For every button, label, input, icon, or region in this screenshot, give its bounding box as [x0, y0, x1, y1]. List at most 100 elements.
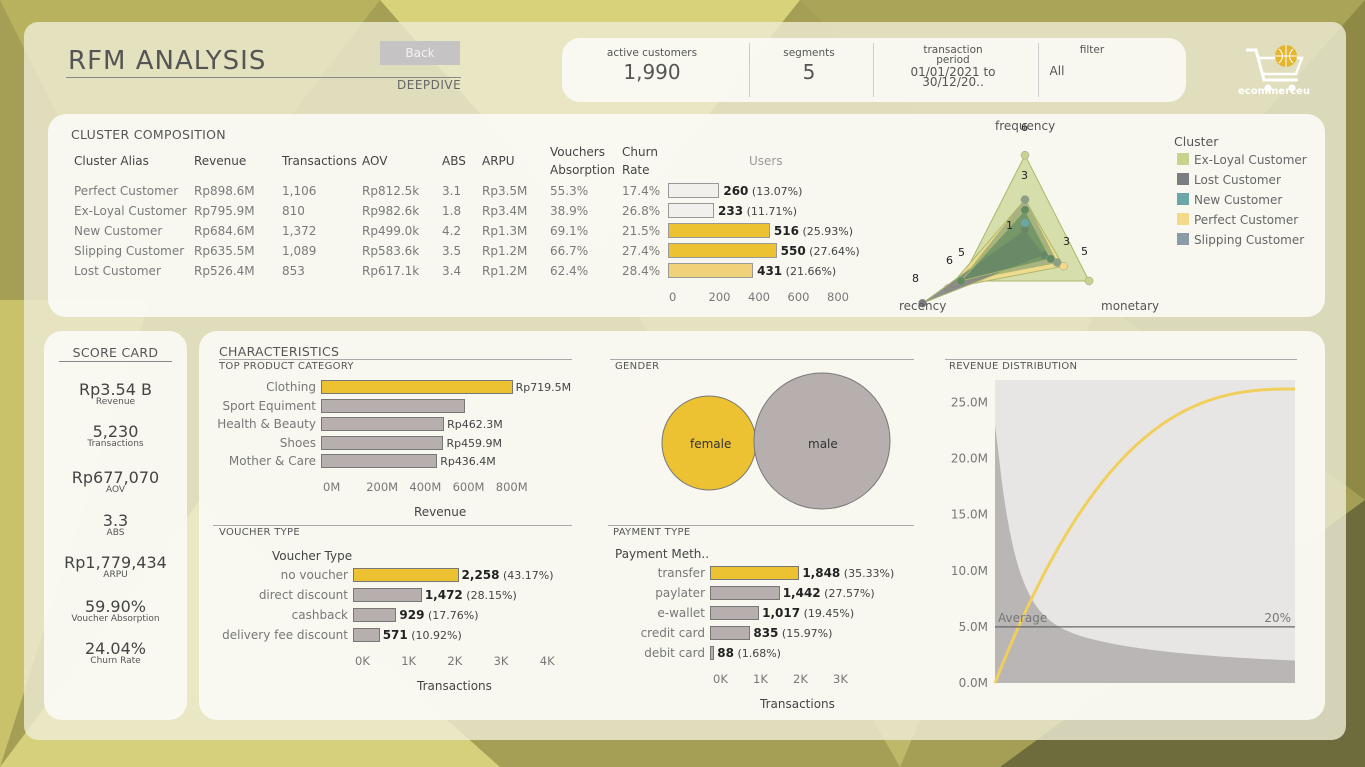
cell-transactions: 810: [282, 204, 305, 218]
legend-swatch: [1177, 173, 1189, 185]
cell-alias: Slipping Customer: [74, 244, 185, 258]
users-bar-label: 233 (11.71%): [718, 204, 797, 218]
bar-value: Rp462.3M: [447, 418, 503, 431]
cell-arpu: Rp3.5M: [482, 184, 528, 198]
kpi-divider: [749, 43, 750, 97]
filter-value[interactable]: All: [1049, 64, 1065, 78]
radar-new-point: [1021, 219, 1029, 227]
scorecard-label: Churn Rate: [90, 656, 141, 666]
category-label: Shoes: [279, 435, 316, 450]
period-value: 01/01/2021 to 30/12/20..: [910, 65, 996, 89]
period-label-line1: transaction: [923, 44, 983, 56]
category-bar[interactable]: [710, 646, 715, 660]
category-label: Sport Equiment: [222, 398, 316, 413]
users-bar-label: 431 (21.66%): [757, 264, 836, 278]
active-customers-value: 1,990: [623, 60, 681, 84]
back-button[interactable]: Back: [380, 41, 460, 65]
users-bar-label: 516 (25.93%): [774, 224, 853, 238]
title-divider: [66, 77, 461, 78]
users-bar-label: 550 (27.64%): [781, 244, 860, 258]
category-label: no voucher: [280, 568, 348, 582]
category-bar[interactable]: [710, 566, 800, 580]
legend-item[interactable]: Lost Customer: [1177, 173, 1281, 187]
category-bar[interactable]: [710, 586, 780, 600]
gender-divider: [610, 359, 914, 360]
x-axis-tick: 600M: [452, 480, 485, 494]
y-axis-tick: 15.0M: [951, 508, 988, 522]
y-axis-tick: 0.0M: [959, 676, 988, 690]
bar-pct: (19.45%): [800, 607, 855, 620]
logo-text: ecommerceu: [1238, 86, 1310, 97]
category-label: delivery fee discount: [222, 628, 348, 642]
col-header-aov: AOV: [362, 154, 388, 168]
category-header: Voucher Type: [272, 549, 353, 563]
users-bar[interactable]: [668, 183, 720, 198]
bar-pct: (10.92%): [407, 629, 462, 642]
category-bar[interactable]: [353, 608, 397, 622]
category-label: direct discount: [258, 588, 348, 602]
x-axis-title: Revenue: [414, 505, 467, 519]
bar-pct: (28.15%): [462, 589, 517, 602]
radar-value-label: 6: [946, 254, 953, 267]
bar-value: 929: [399, 608, 425, 622]
users-axis-tick: 600: [787, 290, 810, 304]
bar-pct: (15.97%): [778, 627, 833, 640]
cart-logo-icon: [1246, 45, 1304, 92]
cell-churn: 17.4%: [622, 184, 661, 198]
voucher-chart-title: VOUCHER TYPE: [219, 527, 300, 538]
category-label: debit card: [644, 646, 705, 660]
cell-abs: 3.4: [442, 264, 462, 278]
x-axis-title: Transactions: [417, 679, 492, 693]
radar-new: [959, 209, 1052, 282]
scorecard-value: Rp3.54 B: [79, 380, 152, 399]
category-bar[interactable]: [353, 588, 422, 602]
cell-churn: 27.4%: [622, 244, 661, 258]
active-customers-label: active customers: [606, 47, 698, 59]
users-bar[interactable]: [668, 223, 770, 238]
cell-abs: 4.2: [442, 224, 462, 238]
legend-item[interactable]: New Customer: [1177, 193, 1282, 207]
cell-revenue: Rp898.6M: [194, 184, 255, 198]
revdist-title: REVENUE DISTRIBUTION: [949, 361, 1078, 372]
cell-aov: Rp982.6k: [362, 204, 420, 218]
category-label: transfer: [657, 566, 705, 580]
cell-alias: New Customer: [74, 224, 163, 238]
users-value: 431: [757, 264, 783, 278]
cluster-title: CLUSTER COMPOSITION: [71, 127, 226, 142]
category-bar[interactable]: [321, 435, 444, 450]
scorecard-divider: [59, 361, 172, 362]
cell-arpu: Rp1.2M: [482, 244, 528, 258]
bar-value: Rp459.9M: [446, 436, 503, 450]
legend-item[interactable]: Slipping Customer: [1177, 233, 1304, 247]
category-bar[interactable]: [353, 628, 380, 642]
users-pct: (21.66%): [782, 265, 837, 278]
category-bar[interactable]: [321, 454, 438, 468]
gender-bubble-chart: [661, 372, 891, 510]
cell-churn: 26.8%: [622, 204, 661, 218]
legend-item[interactable]: Ex-Loyal Customer: [1177, 153, 1307, 167]
x-axis-title: Transactions: [760, 697, 835, 711]
category-bar[interactable]: [321, 398, 465, 413]
cell-vouchers: 38.9%: [550, 204, 589, 218]
category-bar[interactable]: [353, 568, 459, 582]
legend-swatch: [1177, 213, 1189, 225]
cell-abs: 3.5: [442, 244, 462, 258]
bar-value: Rp719.5M: [515, 381, 572, 394]
revenue-distribution-chart: Average 20% 25.0M 20.0M 15.0M 10.0M 5.0M 0.0M: [951, 380, 1296, 690]
category-bar[interactable]: [710, 626, 751, 640]
category-bar[interactable]: [321, 417, 445, 431]
legend-item[interactable]: Perfect Customer: [1177, 213, 1298, 227]
voucher-divider: [213, 525, 572, 526]
bar-value: 1,472: [424, 588, 463, 602]
cell-transactions: 1,089: [282, 244, 317, 258]
period-label-line2: period: [936, 54, 970, 66]
users-bar[interactable]: [668, 243, 777, 258]
y-axis-tick: 20.0M: [951, 452, 988, 466]
category-bar[interactable]: [710, 606, 760, 620]
users-bar[interactable]: [668, 203, 715, 218]
users-bar[interactable]: [668, 263, 754, 278]
category-header: Payment Meth..: [615, 547, 710, 561]
legend-title: Cluster: [1174, 134, 1219, 149]
category-bar[interactable]: [321, 380, 513, 394]
male-bubble[interactable]: [753, 372, 891, 510]
